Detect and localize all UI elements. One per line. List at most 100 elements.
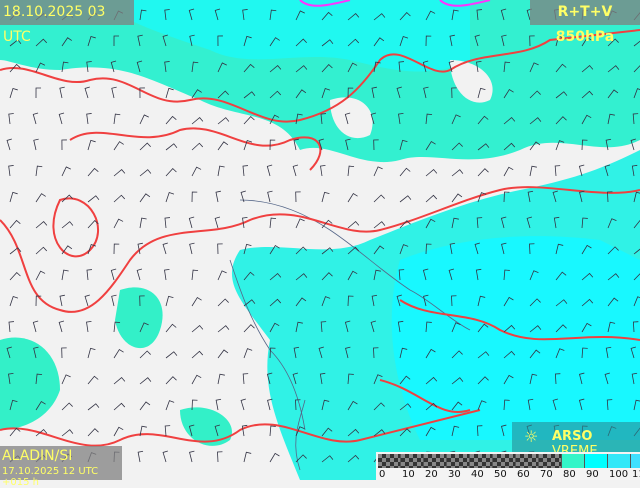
wind-barb — [633, 248, 640, 255]
wind-barb — [269, 298, 282, 307]
wind-barb — [242, 165, 248, 177]
wind-barb — [425, 243, 432, 255]
wind-barb — [35, 165, 43, 177]
wind-barb — [555, 299, 568, 307]
wind-barb — [500, 216, 507, 229]
wind-barb — [448, 268, 455, 281]
legend-tick: 10 — [402, 469, 415, 480]
wind-barb — [399, 244, 409, 255]
wind-barb — [113, 402, 126, 411]
wind-barb — [581, 90, 594, 99]
wind-barb — [321, 247, 334, 255]
wind-barb — [529, 90, 541, 99]
wind-barb — [139, 295, 145, 307]
wind-barb — [139, 114, 149, 125]
wind-barb — [295, 65, 308, 73]
wind-barb — [581, 298, 594, 307]
wind-barb — [162, 242, 168, 255]
wind-barb — [607, 113, 615, 125]
wind-barb — [295, 297, 307, 307]
wind-barb — [425, 140, 436, 151]
wind-barb — [33, 346, 39, 359]
wind-barb — [527, 398, 534, 411]
wind-barb — [399, 375, 411, 385]
wind-barb — [422, 60, 429, 73]
wind-barb — [321, 399, 330, 411]
wind-barb — [425, 426, 436, 437]
wind-barb — [8, 372, 14, 385]
wind-barb — [451, 401, 463, 411]
wind-barb — [399, 36, 409, 47]
legend-swatch — [631, 454, 640, 468]
legend-tick: 60 — [517, 469, 530, 480]
wind-barb — [110, 60, 117, 73]
wind-barb — [217, 62, 227, 73]
wind-barb — [607, 89, 619, 99]
wind-barb — [527, 190, 534, 203]
wind-barb — [320, 113, 326, 125]
wind-barb — [243, 35, 252, 47]
wind-barb — [633, 88, 640, 99]
wind-barb — [607, 273, 620, 281]
wind-barb — [579, 372, 585, 385]
wind-barb — [293, 138, 299, 151]
wind-barb — [451, 377, 464, 385]
wind-barb — [581, 114, 592, 125]
legend-tick: 40 — [471, 469, 484, 480]
wind-barb — [191, 61, 199, 73]
wind-barb — [425, 376, 438, 385]
wind-barb — [607, 65, 620, 73]
wind-barb — [139, 193, 151, 203]
wind-barb — [243, 91, 256, 99]
wind-barb — [136, 60, 143, 73]
wind-barb — [269, 452, 280, 463]
wind-barb — [503, 88, 514, 99]
wind-barb — [581, 217, 588, 229]
wind-barb — [399, 347, 408, 359]
wind-barb — [111, 294, 117, 307]
wind-barb — [371, 86, 377, 99]
wind-barb — [581, 322, 592, 333]
legend-tick: 20 — [425, 469, 438, 480]
wind-barb — [139, 425, 147, 437]
wind-barb — [35, 428, 48, 437]
wind-barb — [58, 320, 65, 333]
wind-barb — [9, 427, 21, 437]
wind-barb — [555, 324, 567, 333]
wind-barb — [503, 399, 510, 411]
wind-barb — [321, 272, 333, 281]
wind-barb — [554, 165, 561, 177]
wind-barb — [347, 373, 354, 385]
wind-barb — [555, 35, 564, 47]
wind-barb — [269, 65, 282, 73]
wind-barb — [347, 220, 360, 229]
wind-barb — [295, 321, 303, 333]
wind-barb — [425, 168, 438, 177]
wind-barb — [9, 87, 18, 99]
wind-barb — [373, 194, 385, 203]
wind-barb — [139, 350, 151, 359]
wind-barb — [321, 64, 333, 73]
wind-barb — [425, 348, 436, 359]
wind-barb — [113, 35, 120, 47]
wind-barb — [217, 451, 223, 463]
wind-barb — [321, 88, 331, 99]
wind-barb — [139, 377, 152, 385]
wind-barb — [295, 454, 307, 463]
wind-barb — [189, 450, 195, 463]
wind-barb — [240, 190, 246, 203]
wind-barb — [500, 8, 507, 21]
wind-barb — [191, 142, 204, 151]
wind-barb — [474, 34, 480, 47]
wind-barb — [477, 376, 489, 385]
wind-barb — [293, 346, 300, 359]
wind-barb — [113, 321, 121, 333]
wind-barb — [35, 62, 46, 73]
legend-swatch — [516, 454, 539, 468]
legend-swatch — [378, 454, 401, 468]
wind-barb — [139, 217, 147, 229]
wind-barb — [451, 193, 463, 203]
legend-swatch — [470, 454, 493, 468]
wind-barb — [581, 64, 594, 73]
wind-barb — [9, 296, 19, 307]
